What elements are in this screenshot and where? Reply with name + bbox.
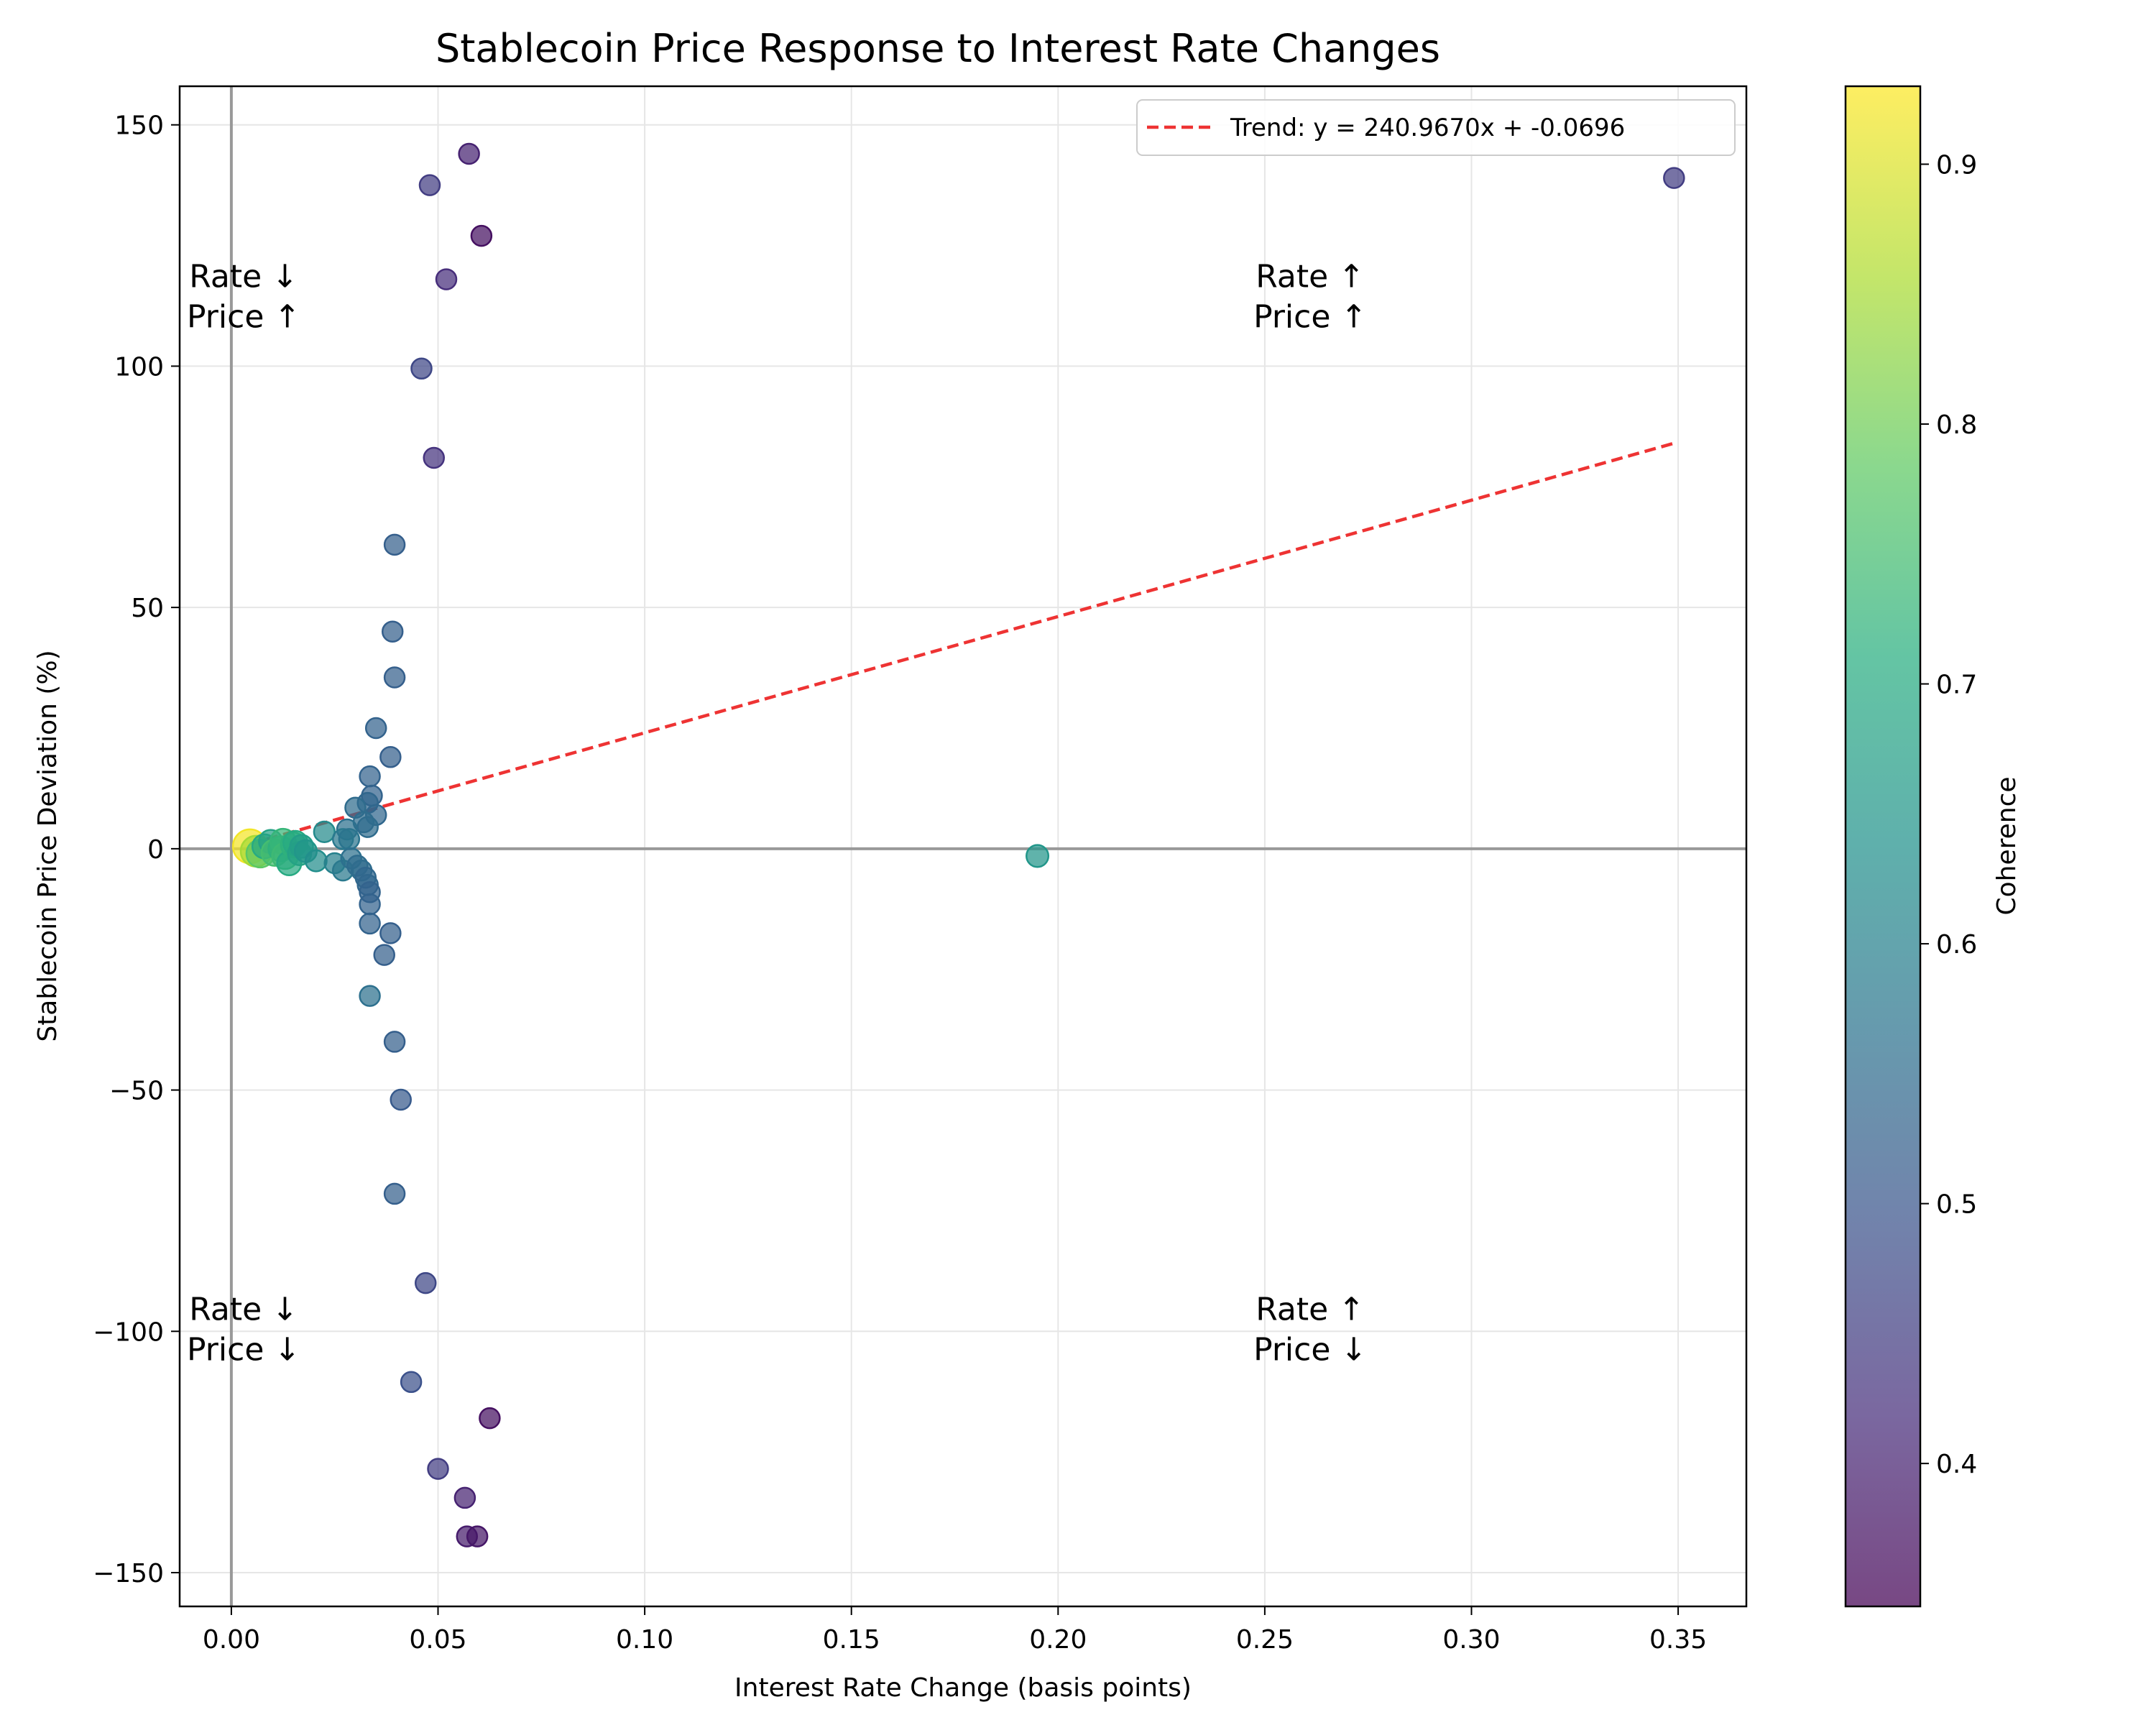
x-tick-label: 0.25	[1236, 1625, 1294, 1655]
colorbar-tick-label: 0.7	[1936, 671, 1977, 700]
y-tick-label: 100	[114, 352, 164, 382]
scatter-point	[383, 533, 406, 556]
scatter-point	[390, 1088, 412, 1111]
scatter-point	[479, 1407, 501, 1430]
scatter-point	[383, 666, 406, 689]
colorbar-tick-label: 0.9	[1936, 150, 1977, 180]
colorbar-tick-label: 0.5	[1936, 1190, 1977, 1220]
y-axis-ticks: −150 −100 −50 0 50 100 150	[93, 111, 180, 1588]
quadrant-label-line: Price ↑	[1253, 298, 1367, 335]
scatter-point	[383, 1182, 406, 1205]
legend-trend-label: Trend: y = 240.9670x + -0.0696	[1230, 114, 1625, 142]
colorbar-gradient	[1846, 86, 1920, 1606]
colorbar-tick-label: 0.6	[1936, 930, 1977, 960]
colorbar-ticks: 0.4 0.5 0.6 0.7 0.8 0.9	[1920, 150, 1977, 1479]
scatter-point	[400, 1371, 423, 1394]
quadrant-label: Rate ↑Price ↑	[1253, 258, 1367, 335]
scatter-point	[410, 357, 433, 380]
scatter-point	[364, 717, 387, 740]
x-tick-label: 0.20	[1029, 1625, 1087, 1655]
quadrant-label-line: Rate ↓	[189, 1291, 298, 1328]
scatter-point	[423, 446, 445, 469]
quadrant-label-line: Rate ↑	[1256, 1291, 1365, 1328]
scatter-points	[231, 142, 1685, 1547]
y-tick-label: 0	[147, 835, 164, 865]
y-tick-label: 50	[131, 594, 164, 623]
scatter-point	[383, 1031, 406, 1053]
scatter-point	[379, 746, 402, 768]
x-axis-label: Interest Rate Change (basis points)	[734, 1673, 1192, 1703]
trend-line	[249, 441, 1674, 846]
quadrant-label: Rate ↓Price ↑	[187, 258, 300, 335]
x-axis-ticks: 0.00 0.05 0.10 0.15 0.20 0.25 0.30 0.35	[203, 1606, 1707, 1655]
quadrant-label-line: Price ↓	[1253, 1331, 1367, 1368]
x-tick-label: 0.30	[1442, 1625, 1500, 1655]
scatter-point	[458, 142, 480, 165]
quadrant-label-line: Price ↑	[187, 298, 300, 335]
scatter-point	[1663, 167, 1685, 189]
colorbar-label: Coherence	[1992, 776, 2022, 915]
x-tick-label: 0.35	[1649, 1625, 1707, 1655]
scatter-point	[359, 912, 381, 935]
quadrant-label: Rate ↑Price ↓	[1253, 1291, 1367, 1368]
x-tick-label: 0.05	[409, 1625, 466, 1655]
colorbar-tick-label: 0.4	[1936, 1450, 1977, 1479]
quadrant-label-line: Rate ↓	[189, 258, 298, 295]
scatter-point	[418, 174, 441, 196]
quadrant-label-line: Rate ↑	[1256, 258, 1365, 295]
legend-box	[1136, 99, 1736, 156]
quadrant-label: Rate ↓Price ↓	[187, 1291, 300, 1368]
y-tick-label: 150	[114, 111, 164, 141]
plot-frame	[178, 85, 1748, 1608]
chart-title: Stablecoin Price Response to Interest Ra…	[436, 26, 1440, 71]
scatter-point	[359, 765, 381, 788]
reference-lines	[180, 86, 1746, 1606]
scatter-point	[338, 828, 361, 850]
scatter-point	[304, 849, 328, 873]
x-tick-label: 0.15	[823, 1625, 880, 1655]
x-tick-label: 0.00	[203, 1625, 260, 1655]
scatter-point	[466, 1525, 489, 1547]
scatter-point	[453, 1486, 476, 1509]
scatter-point	[379, 922, 402, 944]
scatter-point	[356, 816, 379, 838]
scatter-point	[359, 985, 381, 1007]
x-tick-label: 0.10	[616, 1625, 673, 1655]
quadrant-label-line: Price ↓	[187, 1331, 300, 1368]
y-tick-label: −100	[93, 1317, 164, 1347]
y-axis-label: Stablecoin Price Deviation (%)	[33, 650, 63, 1041]
scatter-point	[470, 224, 493, 247]
colorbar-tick-label: 0.8	[1936, 410, 1977, 440]
scatter-point	[414, 1271, 437, 1294]
scatter-point	[381, 620, 404, 643]
trend-layer	[249, 441, 1674, 846]
scatter-point	[313, 820, 336, 844]
y-tick-label: −150	[93, 1559, 164, 1588]
scatter-point	[427, 1458, 449, 1480]
scatter-point	[359, 893, 381, 916]
scatter-point	[373, 944, 395, 966]
y-tick-label: −50	[109, 1077, 164, 1106]
quadrant-labels: Rate ↓Price ↑Rate ↑Price ↑Rate ↓Price ↓R…	[187, 258, 1367, 1368]
legend: Trend: y = 240.9670x + -0.0696	[1136, 99, 1736, 156]
colorbar-frame	[1844, 85, 1922, 1608]
scatter-point	[1025, 844, 1050, 868]
scatter-point	[435, 268, 458, 290]
